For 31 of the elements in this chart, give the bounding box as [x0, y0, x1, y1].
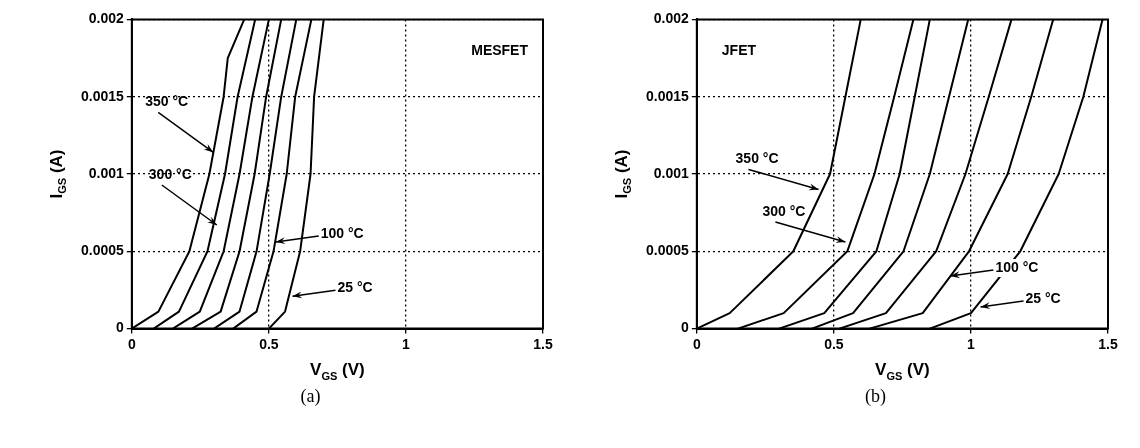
- text: (a): [300, 385, 321, 407]
- y-tick-label: 0.001: [653, 164, 690, 181]
- annotation: 300 °C: [148, 165, 192, 182]
- y-tick-label: 0.001: [88, 164, 125, 181]
- annotation: 100 °C: [995, 258, 1039, 275]
- y-tick-label: 0.0015: [80, 87, 125, 104]
- annotation: 100 °C: [320, 224, 364, 241]
- y-tick-label: 0.002: [88, 10, 125, 27]
- y-tick-label: 0.0015: [645, 87, 690, 104]
- y-tick-label: 0.002: [653, 10, 690, 27]
- y-axis-title: IGS (A): [611, 149, 633, 199]
- x-tick-label: 1: [402, 335, 411, 352]
- x-tick-label: 1.5: [1098, 335, 1118, 352]
- x-tick-label: 0.5: [824, 335, 844, 352]
- x-tick-label: 0: [692, 335, 701, 352]
- y-axis-title: IGS (A): [46, 149, 68, 199]
- y-tick-label: 0.0005: [80, 242, 125, 259]
- annotation: MESFET: [471, 42, 529, 59]
- y-tick-label: 0: [681, 319, 690, 336]
- text: (b): [865, 385, 886, 407]
- annotation: 25 °C: [337, 278, 373, 295]
- y-tick-label: 0.0005: [645, 242, 690, 259]
- x-tick-label: 0: [127, 335, 136, 352]
- x-tick-label: 1.5: [533, 335, 553, 352]
- y-tick-label: 0: [116, 319, 125, 336]
- annotation: JFET: [721, 42, 757, 59]
- x-tick-label: 0.5: [259, 335, 279, 352]
- annotation: 300 °C: [762, 202, 806, 219]
- annotation: 25 °C: [1025, 289, 1061, 306]
- x-tick-label: 1: [967, 335, 976, 352]
- annotation: 350 °C: [735, 150, 779, 167]
